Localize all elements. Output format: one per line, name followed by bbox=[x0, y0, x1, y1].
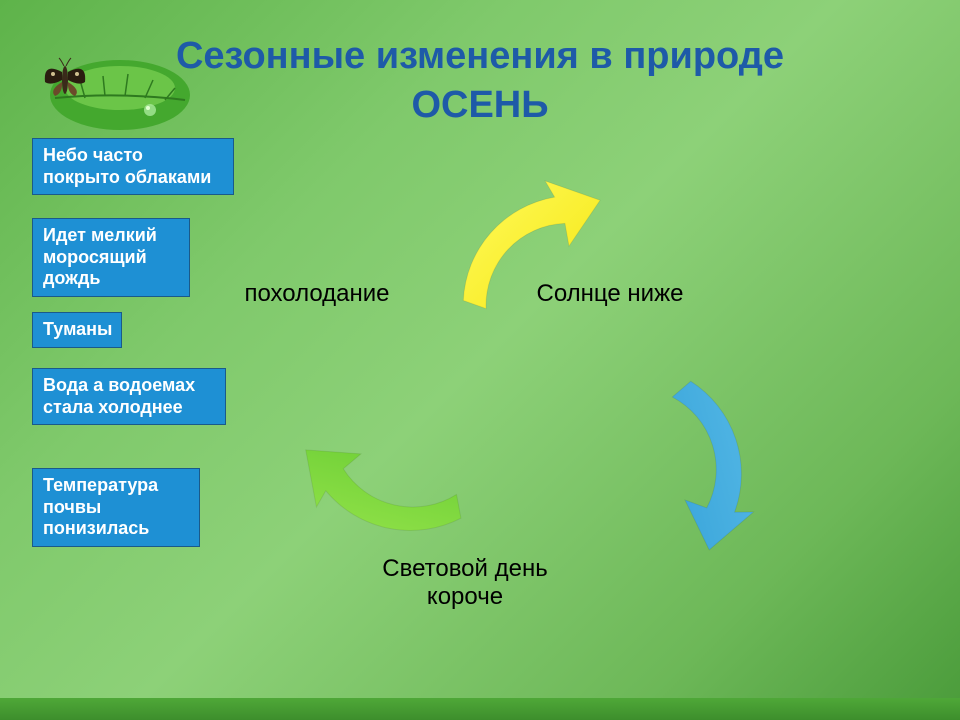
sidebar-box-0: Небо часто покрыто облаками bbox=[32, 138, 234, 195]
sidebar-box-4: Температура почвы понизилась bbox=[32, 468, 200, 547]
sidebar-box-2: Туманы bbox=[32, 312, 122, 348]
footer-bar bbox=[0, 698, 960, 720]
slide-title: Сезонные изменения в природе ОСЕНЬ bbox=[0, 32, 960, 131]
top-arrow bbox=[411, 146, 639, 378]
sidebar-box-1: Идет мелкий моросящий дождь bbox=[32, 218, 190, 297]
sidebar-box-3: Вода а водоемах стала холоднее bbox=[32, 368, 226, 425]
title-line1: Сезонные изменения в природе bbox=[0, 32, 960, 81]
title-line2: ОСЕНЬ bbox=[0, 81, 960, 130]
cycle-label-0: похолодание bbox=[222, 280, 412, 308]
